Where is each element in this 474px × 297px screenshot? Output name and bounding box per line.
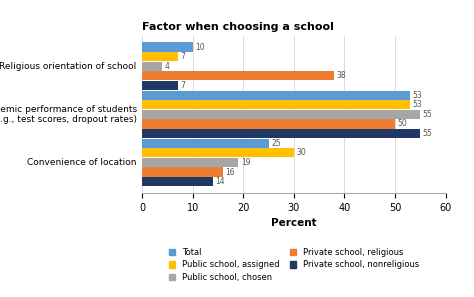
Bar [142,110,420,119]
Text: 55: 55 [423,129,433,138]
Bar [142,119,395,129]
X-axis label: Percent: Percent [271,218,317,228]
Bar [142,139,269,148]
Bar [142,148,294,157]
Bar [142,158,238,167]
Text: 55: 55 [423,110,433,119]
Text: 16: 16 [226,168,235,176]
Bar [142,52,178,61]
Text: 53: 53 [413,100,422,109]
Text: 19: 19 [241,158,250,167]
Text: 4: 4 [165,62,170,71]
Bar [142,177,213,186]
Text: 38: 38 [337,71,346,80]
Legend: Total, Public school, assigned, Public school, chosen, Private school, religious: Total, Public school, assigned, Public s… [169,248,419,282]
Text: 10: 10 [195,42,205,51]
Bar [142,91,410,100]
Text: 7: 7 [180,81,185,90]
Bar [142,81,178,90]
Text: 7: 7 [180,52,185,61]
Bar [142,100,410,109]
Bar [142,62,163,71]
Bar [142,42,193,52]
Text: 25: 25 [271,139,281,148]
Text: Factor when choosing a school: Factor when choosing a school [142,22,334,32]
Text: 30: 30 [296,148,306,157]
Text: 50: 50 [398,119,407,129]
Bar [142,129,420,138]
Bar [142,168,223,177]
Bar [142,71,334,80]
Text: 14: 14 [216,177,225,186]
Text: 53: 53 [413,91,422,99]
